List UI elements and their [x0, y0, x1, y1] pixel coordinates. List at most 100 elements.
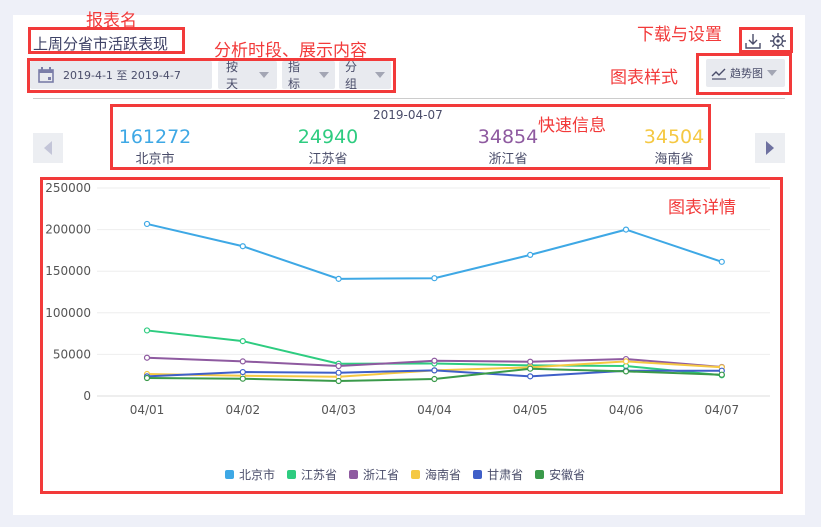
next-button[interactable] — [755, 133, 785, 163]
legend-swatch — [473, 470, 483, 479]
download-icon — [745, 34, 761, 49]
legend-item[interactable]: 甘肃省 — [473, 466, 523, 483]
legend-item[interactable]: 海南省 — [411, 466, 461, 483]
chevron-down-icon — [375, 72, 385, 78]
data-point[interactable] — [622, 368, 630, 375]
legend-label: 北京市 — [239, 468, 276, 482]
annotation-box — [27, 58, 396, 93]
annotation-download-settings: 下载与设置 — [637, 25, 722, 45]
calendar-icon — [38, 67, 54, 83]
quick-info-label: 北京市 — [135, 152, 175, 167]
prev-button[interactable] — [33, 133, 63, 163]
download-button[interactable] — [745, 33, 761, 53]
chevron-right-icon — [766, 141, 774, 155]
legend-swatch — [535, 470, 545, 479]
annotation-chart-detail: 图表详情 — [668, 198, 736, 218]
data-point[interactable] — [527, 358, 534, 365]
chevron-left-icon — [44, 141, 52, 155]
date-range-text: 2019-4-1 至 2019-4-7 — [63, 69, 181, 82]
y-tick-label: 0 — [83, 389, 91, 403]
legend-item[interactable]: 浙江省 — [349, 466, 399, 483]
quick-info-value: 24940 — [297, 126, 359, 148]
data-point[interactable] — [527, 373, 534, 380]
data-point[interactable] — [143, 220, 151, 228]
quick-info-item: 24940 江苏省 — [268, 126, 388, 167]
data-point[interactable] — [718, 371, 725, 378]
x-tick-label: 04/01 — [130, 403, 165, 417]
data-point[interactable] — [718, 258, 725, 265]
legend-label: 安徽省 — [549, 468, 586, 482]
quick-info-value: 161272 — [118, 126, 192, 148]
legend-item[interactable]: 江苏省 — [287, 466, 337, 483]
quick-info-value: 34504 — [643, 126, 705, 148]
quick-info-label: 浙江省 — [488, 152, 528, 167]
metric-select[interactable]: 指标 — [282, 60, 335, 91]
chart-style-select[interactable]: 趋势图 — [706, 59, 785, 87]
data-point[interactable] — [239, 337, 246, 345]
y-tick-label: 150000 — [45, 264, 91, 278]
granularity-select[interactable]: 按天 — [218, 60, 277, 91]
quick-info-item: 161272 北京市 — [95, 126, 215, 167]
group-label: 分组 — [345, 60, 358, 91]
legend-item[interactable]: 北京市 — [225, 466, 275, 483]
date-range-picker[interactable]: 2019-4-1 至 2019-4-7 — [30, 61, 212, 89]
x-tick-label: 04/06 — [609, 403, 644, 417]
y-tick-label: 200000 — [45, 223, 91, 237]
legend-label: 甘肃省 — [487, 468, 524, 482]
legend-swatch — [349, 470, 359, 479]
quick-info-date: 2019-04-07 — [373, 108, 443, 122]
chevron-down-icon — [259, 72, 269, 78]
y-tick-label: 50000 — [53, 347, 91, 361]
granularity-label: 按天 — [226, 60, 239, 91]
data-point[interactable] — [239, 358, 246, 365]
data-point[interactable] — [431, 367, 438, 374]
report-title: 上周分省市活跃表现 — [33, 35, 169, 53]
chevron-down-icon — [319, 72, 329, 78]
legend-label: 海南省 — [425, 468, 462, 482]
gear-icon — [770, 33, 786, 49]
y-tick-label: 250000 — [45, 181, 91, 195]
annotation-box — [40, 177, 783, 494]
settings-button[interactable] — [770, 33, 786, 53]
data-point[interactable] — [431, 375, 438, 383]
data-point[interactable] — [622, 358, 630, 365]
data-point[interactable] — [143, 374, 151, 382]
legend-item[interactable]: 安徽省 — [535, 466, 585, 483]
annotation-quick-info: 快速信息 — [538, 116, 606, 136]
data-point[interactable] — [335, 275, 342, 282]
data-point[interactable] — [622, 226, 630, 233]
data-point[interactable] — [239, 368, 246, 376]
annotation-box — [696, 53, 792, 95]
data-point[interactable] — [527, 251, 534, 258]
data-point[interactable] — [335, 369, 342, 376]
data-point[interactable] — [239, 243, 246, 250]
legend-label: 浙江省 — [363, 468, 400, 482]
annotation-chart-style: 图表样式 — [610, 68, 678, 88]
metric-label: 指标 — [288, 60, 301, 91]
annotation-box — [739, 27, 793, 53]
chevron-down-icon — [767, 70, 777, 76]
legend-swatch — [225, 470, 234, 479]
legend-swatch — [411, 470, 421, 479]
x-tick-label: 04/03 — [321, 403, 356, 417]
trend-chart-icon — [711, 68, 726, 80]
legend-swatch — [287, 470, 297, 479]
divider — [33, 98, 785, 99]
data-point[interactable] — [239, 375, 246, 382]
data-point[interactable] — [335, 362, 342, 370]
data-point[interactable] — [335, 377, 342, 385]
group-select[interactable]: 分组 — [339, 60, 391, 91]
data-point[interactable] — [527, 365, 534, 372]
data-point[interactable] — [431, 357, 438, 364]
quick-info-value: 34854 — [477, 126, 539, 148]
quick-info-label: 海南省 — [654, 152, 694, 167]
annotation-box — [28, 27, 185, 54]
data-point[interactable] — [143, 327, 151, 334]
annotation-report-name: 报表名 — [86, 11, 137, 31]
data-point[interactable] — [143, 354, 151, 361]
x-tick-label: 04/02 — [226, 403, 261, 417]
x-tick-label: 04/04 — [417, 403, 452, 417]
data-point[interactable] — [431, 275, 438, 282]
annotation-box — [110, 104, 711, 170]
